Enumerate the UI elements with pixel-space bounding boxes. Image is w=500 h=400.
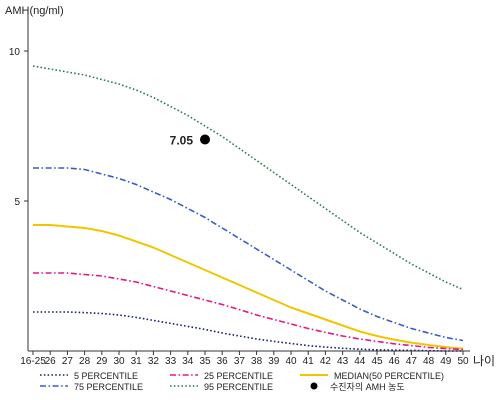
patient-amh-point	[200, 134, 210, 145]
series-line-95-percentile	[32, 65, 464, 291]
series-line-5-percentile	[33, 311, 463, 352]
legend-label-median-50-percentile-: MEDIAN(50 PERCENTILE)	[334, 371, 444, 381]
y-tick-label-10: 10	[9, 47, 21, 58]
x-tick-label-27: 27	[62, 356, 74, 367]
x-axis-label: 나이	[473, 354, 495, 368]
x-tick-label-32: 32	[148, 356, 160, 367]
x-tick-label-46: 46	[389, 356, 401, 367]
legend-label-5-percentile: 5 PERCENTILE	[74, 371, 138, 381]
y-axis-label: AMH(ng/ml)	[5, 5, 64, 17]
series-line-median-50-percentile-	[33, 224, 464, 350]
x-tick-label-26: 26	[45, 356, 57, 367]
x-tick-label-43: 43	[337, 356, 349, 367]
x-tick-label-29: 29	[96, 356, 108, 367]
x-tick-label-28: 28	[79, 356, 91, 367]
legend-label-75-percentile: 75 PERCENTILE	[74, 382, 143, 392]
x-tick-label-48: 48	[423, 356, 435, 367]
legend-label-patient-point: 수진자의 AMH 농도	[330, 382, 405, 392]
x-tick-label-44: 44	[354, 356, 366, 367]
y-tick-label-5: 5	[14, 197, 20, 208]
x-tick-label-45: 45	[371, 356, 383, 367]
legend-label-95-percentile: 95 PERCENTILE	[204, 382, 273, 392]
x-tick-label-41: 41	[303, 356, 315, 367]
x-tick-label-50: 50	[457, 356, 469, 367]
highlight-layer: 7.05	[170, 134, 210, 148]
x-tick-label-42: 42	[320, 356, 332, 367]
x-tick-label-31: 31	[131, 356, 143, 367]
series-layer	[32, 65, 464, 352]
x-tick-label-35: 35	[199, 356, 211, 367]
x-tick-label-34: 34	[182, 356, 194, 367]
legend-swatch-patient-point	[310, 382, 318, 390]
legend-label-25-percentile: 25 PERCENTILE	[204, 371, 273, 381]
x-tick-label-40: 40	[285, 356, 297, 367]
x-tick-label-36: 36	[217, 356, 229, 367]
x-tick-label-39: 39	[268, 356, 280, 367]
x-tick-label-33: 33	[165, 356, 177, 367]
series-line-75-percentile	[33, 167, 464, 342]
x-tick-label-47: 47	[406, 356, 418, 367]
x-tick-label-30: 30	[113, 356, 125, 367]
x-tick-label-37: 37	[234, 356, 246, 367]
legend: 5 PERCENTILE 25 PERCENTILE MEDIAN(50 PERCE…	[40, 371, 444, 392]
x-tick-label-16-25: 16-25	[20, 356, 46, 367]
x-tick-label-49: 49	[440, 356, 452, 367]
series-line-25-percentile	[33, 272, 464, 351]
patient-amh-value-label: 7.05	[170, 134, 194, 148]
x-tick-label-38: 38	[251, 356, 263, 367]
